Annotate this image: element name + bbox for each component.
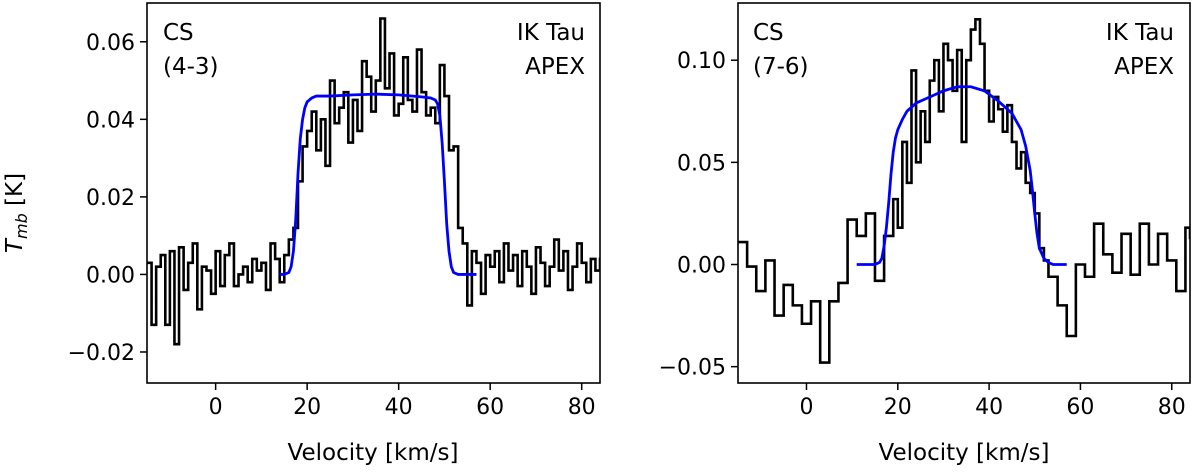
x-tick-label: 20 bbox=[884, 395, 912, 420]
y-tick-label: 0.04 bbox=[86, 108, 135, 133]
y-axis-title-unit: [K] bbox=[2, 173, 28, 213]
y-tick-label: −0.02 bbox=[68, 341, 135, 366]
panel-cs-7-6-plot-area bbox=[738, 18, 1190, 364]
panel-cs-4-3-ticks: 0 20 40 60 80 −0.02 0.00 0.02 0.04 0.06 bbox=[68, 31, 596, 420]
y-tick-label: 0.06 bbox=[86, 31, 135, 56]
panel-cs-7-6-species: CS bbox=[753, 20, 784, 46]
y-tick-label: 0.05 bbox=[677, 151, 726, 176]
x-tick-label: 60 bbox=[1066, 395, 1094, 420]
y-axis-title-sub: mb bbox=[12, 213, 31, 239]
y-axis-title: Tmb [K] bbox=[2, 173, 31, 253]
panel-cs-7-6-frame bbox=[737, 2, 1191, 384]
panel-cs-7-6-ticks: 0 20 40 60 80 −0.05 0.00 0.05 0.10 bbox=[659, 49, 1186, 420]
y-tick-label: 0.00 bbox=[677, 254, 726, 279]
x-tick-label: 80 bbox=[1158, 395, 1186, 420]
model-fit-line bbox=[279, 92, 477, 276]
panel-cs-4-3-source: IK Tau bbox=[517, 20, 585, 46]
y-tick-label: 0.10 bbox=[677, 49, 726, 74]
x-tick-label: 80 bbox=[568, 395, 596, 420]
y-axis-title-main: T bbox=[2, 237, 28, 253]
y-tick-label: 0.00 bbox=[86, 263, 135, 288]
x-tick-label: 40 bbox=[385, 395, 413, 420]
panel-cs-4-3-telescope: APEX bbox=[525, 54, 585, 80]
x-tick-label: 40 bbox=[975, 395, 1003, 420]
panel-cs-7-6: 0 20 40 60 80 −0.05 0.00 0.05 0.10 CS (7-6) IK T… bbox=[659, 2, 1191, 466]
panel-cs-4-3-frame bbox=[146, 2, 601, 384]
panel-cs-7-6-transition: (7-6) bbox=[753, 54, 809, 80]
panel-cs-4-3-transition: (4-3) bbox=[163, 54, 219, 80]
x-tick-label: 20 bbox=[293, 395, 321, 420]
model-fit-line bbox=[856, 85, 1067, 266]
panel-cs-4-3-species: CS bbox=[163, 20, 194, 46]
panel-cs-7-6-source: IK Tau bbox=[1106, 20, 1174, 46]
panel-cs-7-6-telescope: APEX bbox=[1114, 54, 1174, 80]
panel-cs-7-6-x-axis-title: Velocity [km/s] bbox=[879, 440, 1050, 466]
y-tick-label: 0.02 bbox=[86, 186, 135, 211]
panel-cs-4-3-plot-area bbox=[147, 17, 600, 346]
x-tick-label: 60 bbox=[476, 395, 504, 420]
panel-cs-4-3-x-axis-title: Velocity [km/s] bbox=[288, 440, 459, 466]
observed-spectrum-line bbox=[147, 17, 600, 346]
y-tick-label: −0.05 bbox=[659, 356, 726, 381]
observed-spectrum-line bbox=[738, 18, 1190, 364]
x-tick-label: 0 bbox=[799, 395, 813, 420]
x-tick-label: 0 bbox=[209, 395, 223, 420]
panel-cs-4-3: 0 20 40 60 80−0.020.000.020.040.06 CS (4-3) … bbox=[68, 2, 601, 466]
